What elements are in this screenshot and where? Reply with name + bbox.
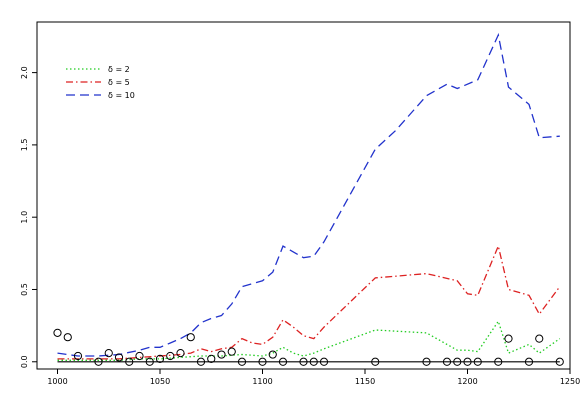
- x-tick-label: 1100: [252, 377, 272, 386]
- legend-label: δ = 5: [108, 78, 130, 87]
- data-point: [227, 347, 236, 356]
- data-point: [207, 354, 216, 363]
- data-point: [125, 357, 134, 366]
- data-point: [319, 357, 329, 366]
- x-tick-label: 1050: [150, 377, 170, 386]
- data-point: [309, 357, 318, 366]
- plot-frame: [36, 21, 571, 370]
- data-point: [268, 350, 277, 359]
- y-tick-label: 2.0: [20, 66, 29, 79]
- y-tick-label: 1.0: [20, 211, 29, 224]
- data-point: [94, 357, 103, 366]
- data-point: [114, 353, 124, 362]
- data-point: [237, 357, 247, 366]
- data-point: [535, 334, 544, 343]
- x-axis: 1000 1050 1100 1150 1200 1250: [47, 369, 580, 386]
- x-tick-label: 1000: [47, 377, 67, 386]
- legend-label: δ = 10: [108, 91, 135, 100]
- data-point: [524, 357, 534, 366]
- series-line-2: [57, 319, 561, 361]
- data-point: [104, 348, 113, 358]
- data-point: [53, 328, 62, 337]
- data-point: [135, 351, 144, 361]
- y-tick-label: 0.0: [20, 355, 29, 368]
- data-point: [463, 357, 472, 366]
- data-point: [473, 357, 482, 366]
- x-tick-label: 1250: [560, 377, 580, 386]
- legend: δ = 2 δ = 5 δ = 10: [66, 65, 135, 100]
- data-point: [555, 357, 564, 366]
- data-point: [258, 357, 267, 366]
- y-tick-label: 1.5: [20, 139, 29, 152]
- data-point: [494, 357, 503, 366]
- x-tick-label: 1150: [355, 377, 375, 386]
- data-point: [166, 351, 175, 361]
- series-layer: [57, 32, 561, 363]
- series-line-10: [57, 32, 560, 357]
- data-point: [278, 357, 288, 366]
- x-tick-label: 1200: [457, 377, 477, 386]
- y-tick-label: 0.5: [20, 283, 29, 296]
- data-point: [155, 354, 165, 363]
- data-point: [196, 357, 206, 366]
- points-layer: [53, 328, 564, 366]
- data-point: [453, 357, 462, 366]
- data-point: [186, 333, 195, 342]
- data-point: [504, 334, 513, 343]
- legend-label: δ = 2: [108, 65, 130, 74]
- data-point: [442, 357, 452, 366]
- data-point: [145, 357, 154, 366]
- data-point: [217, 350, 226, 359]
- data-point: [63, 333, 72, 342]
- data-point: [371, 357, 380, 366]
- data-point: [176, 348, 185, 358]
- data-point: [73, 351, 83, 361]
- data-point: [299, 357, 308, 366]
- y-axis: 0.0 0.5 1.0 1.5 2.0: [20, 66, 37, 368]
- data-point: [422, 357, 431, 366]
- series-line-5: [57, 243, 561, 360]
